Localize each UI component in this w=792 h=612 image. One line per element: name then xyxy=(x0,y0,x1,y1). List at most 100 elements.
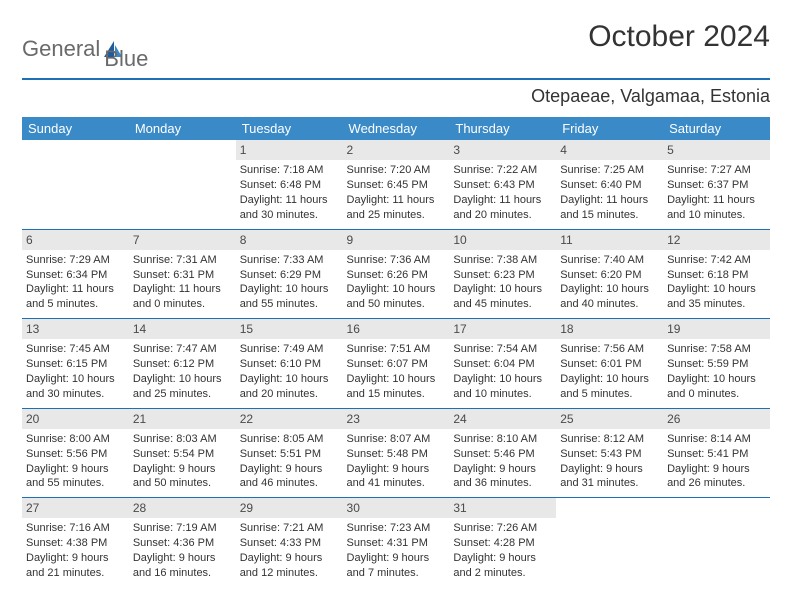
calendar-day-cell: 28Sunrise: 7:19 AMSunset: 4:36 PMDayligh… xyxy=(129,498,236,587)
sunrise-text: Sunrise: 7:45 AM xyxy=(26,342,125,357)
logo-text-blue: Blue xyxy=(104,46,148,71)
logo: General Blue xyxy=(22,26,148,72)
day-header-row: Sunday Monday Tuesday Wednesday Thursday… xyxy=(22,117,770,140)
calendar-day-cell: 25 Sunrise: 8:12 AMSunset: 5:43 PMDayligh… xyxy=(556,408,663,498)
sunset-text: Sunset: 5:48 PM xyxy=(347,447,446,462)
sunset-text: Sunset: 6:37 PM xyxy=(667,178,766,193)
day-number: 22 xyxy=(236,409,343,429)
sunrise-text: Sunrise: 8:07 AM xyxy=(347,432,446,447)
sunrise-text: Sunrise: 7:27 AM xyxy=(667,163,766,178)
day-number: 28 xyxy=(129,498,236,518)
sunset-text: Sunset: 6:29 PM xyxy=(240,268,339,283)
sunset-text: Sunset: 5:43 PM xyxy=(560,447,659,462)
sunset-text: Sunset: 6:20 PM xyxy=(560,268,659,283)
calendar-week-row: 20Sunrise: 8:00 AMSunset: 5:56 PMDayligh… xyxy=(22,408,770,498)
logo-text-general: General xyxy=(22,36,100,62)
calendar-day-cell: 9Sunrise: 7:36 AMSunset: 6:26 PMDaylight… xyxy=(343,229,450,319)
day-number: 25 xyxy=(556,409,663,429)
day-number: 15 xyxy=(236,319,343,339)
daylight-text: Daylight: 11 hours and 15 minutes. xyxy=(560,193,659,223)
sunset-text: Sunset: 6:34 PM xyxy=(26,268,125,283)
sunrise-text: Sunrise: 7:42 AM xyxy=(667,253,766,268)
day-number: 6 xyxy=(22,230,129,250)
daylight-text: Daylight: 11 hours and 10 minutes. xyxy=(667,193,766,223)
calendar-day-cell: 6Sunrise: 7:29 AMSunset: 6:34 PMDaylight… xyxy=(22,229,129,319)
header: General Blue October 2024 xyxy=(22,20,770,72)
sunrise-text: Sunrise: 8:03 AM xyxy=(133,432,232,447)
sunrise-text: Sunrise: 8:12 AM xyxy=(560,432,659,447)
calendar-day-cell: 11Sunrise: 7:40 AMSunset: 6:20 PMDayligh… xyxy=(556,229,663,319)
calendar-week-row: ..1Sunrise: 7:18 AMSunset: 6:48 PMDaylig… xyxy=(22,140,770,229)
calendar-day-cell: 1Sunrise: 7:18 AMSunset: 6:48 PMDaylight… xyxy=(236,140,343,229)
day-number: 4 xyxy=(556,140,663,160)
calendar-week-row: 6Sunrise: 7:29 AMSunset: 6:34 PMDaylight… xyxy=(22,229,770,319)
sunrise-text: Sunrise: 7:22 AM xyxy=(453,163,552,178)
sunset-text: Sunset: 5:59 PM xyxy=(667,357,766,372)
day-number: 17 xyxy=(449,319,556,339)
sunrise-text: Sunrise: 7:40 AM xyxy=(560,253,659,268)
day-number: 19 xyxy=(663,319,770,339)
sunset-text: Sunset: 6:43 PM xyxy=(453,178,552,193)
calendar-day-cell: 5Sunrise: 7:27 AMSunset: 6:37 PMDaylight… xyxy=(663,140,770,229)
sunset-text: Sunset: 6:12 PM xyxy=(133,357,232,372)
daylight-text: Daylight: 10 hours and 5 minutes. xyxy=(560,372,659,402)
day-number: 9 xyxy=(343,230,450,250)
daylight-text: Daylight: 9 hours and 36 minutes. xyxy=(453,462,552,492)
day-number: 20 xyxy=(22,409,129,429)
sunset-text: Sunset: 5:41 PM xyxy=(667,447,766,462)
day-number: 16 xyxy=(343,319,450,339)
day-number: 26 xyxy=(663,409,770,429)
daylight-text: Daylight: 11 hours and 0 minutes. xyxy=(133,282,232,312)
calendar-day-cell: . xyxy=(663,498,770,587)
daylight-text: Daylight: 9 hours and 55 minutes. xyxy=(26,462,125,492)
day-header: Sunday xyxy=(22,117,129,140)
daylight-text: Daylight: 9 hours and 46 minutes. xyxy=(240,462,339,492)
sunrise-text: Sunrise: 8:14 AM xyxy=(667,432,766,447)
daylight-text: Daylight: 9 hours and 16 minutes. xyxy=(133,551,232,581)
day-header: Thursday xyxy=(449,117,556,140)
sunrise-text: Sunrise: 7:19 AM xyxy=(133,521,232,536)
calendar-day-cell: 14Sunrise: 7:47 AMSunset: 6:12 PMDayligh… xyxy=(129,319,236,409)
day-number: 29 xyxy=(236,498,343,518)
day-header: Wednesday xyxy=(343,117,450,140)
calendar-day-cell: . xyxy=(129,140,236,229)
daylight-text: Daylight: 10 hours and 45 minutes. xyxy=(453,282,552,312)
calendar-day-cell: 16Sunrise: 7:51 AMSunset: 6:07 PMDayligh… xyxy=(343,319,450,409)
daylight-text: Daylight: 9 hours and 26 minutes. xyxy=(667,462,766,492)
daylight-text: Daylight: 10 hours and 10 minutes. xyxy=(453,372,552,402)
daylight-text: Daylight: 11 hours and 5 minutes. xyxy=(26,282,125,312)
sunset-text: Sunset: 6:48 PM xyxy=(240,178,339,193)
daylight-text: Daylight: 10 hours and 20 minutes. xyxy=(240,372,339,402)
sunset-text: Sunset: 6:45 PM xyxy=(347,178,446,193)
sunset-text: Sunset: 5:54 PM xyxy=(133,447,232,462)
day-number: 3 xyxy=(449,140,556,160)
daylight-text: Daylight: 10 hours and 35 minutes. xyxy=(667,282,766,312)
calendar-table: Sunday Monday Tuesday Wednesday Thursday… xyxy=(22,117,770,587)
daylight-text: Daylight: 9 hours and 31 minutes. xyxy=(560,462,659,492)
sunset-text: Sunset: 6:10 PM xyxy=(240,357,339,372)
sunset-text: Sunset: 6:23 PM xyxy=(453,268,552,283)
sunrise-text: Sunrise: 7:31 AM xyxy=(133,253,232,268)
day-number: 30 xyxy=(343,498,450,518)
calendar-day-cell: 17Sunrise: 7:54 AMSunset: 6:04 PMDayligh… xyxy=(449,319,556,409)
daylight-text: Daylight: 11 hours and 25 minutes. xyxy=(347,193,446,223)
calendar-day-cell: 7Sunrise: 7:31 AMSunset: 6:31 PMDaylight… xyxy=(129,229,236,319)
sunrise-text: Sunrise: 7:54 AM xyxy=(453,342,552,357)
calendar-day-cell: 12Sunrise: 7:42 AMSunset: 6:18 PMDayligh… xyxy=(663,229,770,319)
sunrise-text: Sunrise: 7:38 AM xyxy=(453,253,552,268)
day-number: 23 xyxy=(343,409,450,429)
day-number: 31 xyxy=(449,498,556,518)
day-header: Saturday xyxy=(663,117,770,140)
calendar-day-cell: 4Sunrise: 7:25 AMSunset: 6:40 PMDaylight… xyxy=(556,140,663,229)
calendar-day-cell: 15Sunrise: 7:49 AMSunset: 6:10 PMDayligh… xyxy=(236,319,343,409)
calendar-day-cell: 24Sunrise: 8:10 AMSunset: 5:46 PMDayligh… xyxy=(449,408,556,498)
location: Otepaeae, Valgamaa, Estonia xyxy=(22,86,770,107)
daylight-text: Daylight: 10 hours and 50 minutes. xyxy=(347,282,446,312)
daylight-text: Daylight: 9 hours and 2 minutes. xyxy=(453,551,552,581)
calendar-day-cell: 2Sunrise: 7:20 AMSunset: 6:45 PMDaylight… xyxy=(343,140,450,229)
calendar-day-cell: . xyxy=(556,498,663,587)
calendar-day-cell: 30Sunrise: 7:23 AMSunset: 4:31 PMDayligh… xyxy=(343,498,450,587)
day-number: 10 xyxy=(449,230,556,250)
sunrise-text: Sunrise: 8:00 AM xyxy=(26,432,125,447)
calendar-week-row: 13Sunrise: 7:45 AMSunset: 6:15 PMDayligh… xyxy=(22,319,770,409)
